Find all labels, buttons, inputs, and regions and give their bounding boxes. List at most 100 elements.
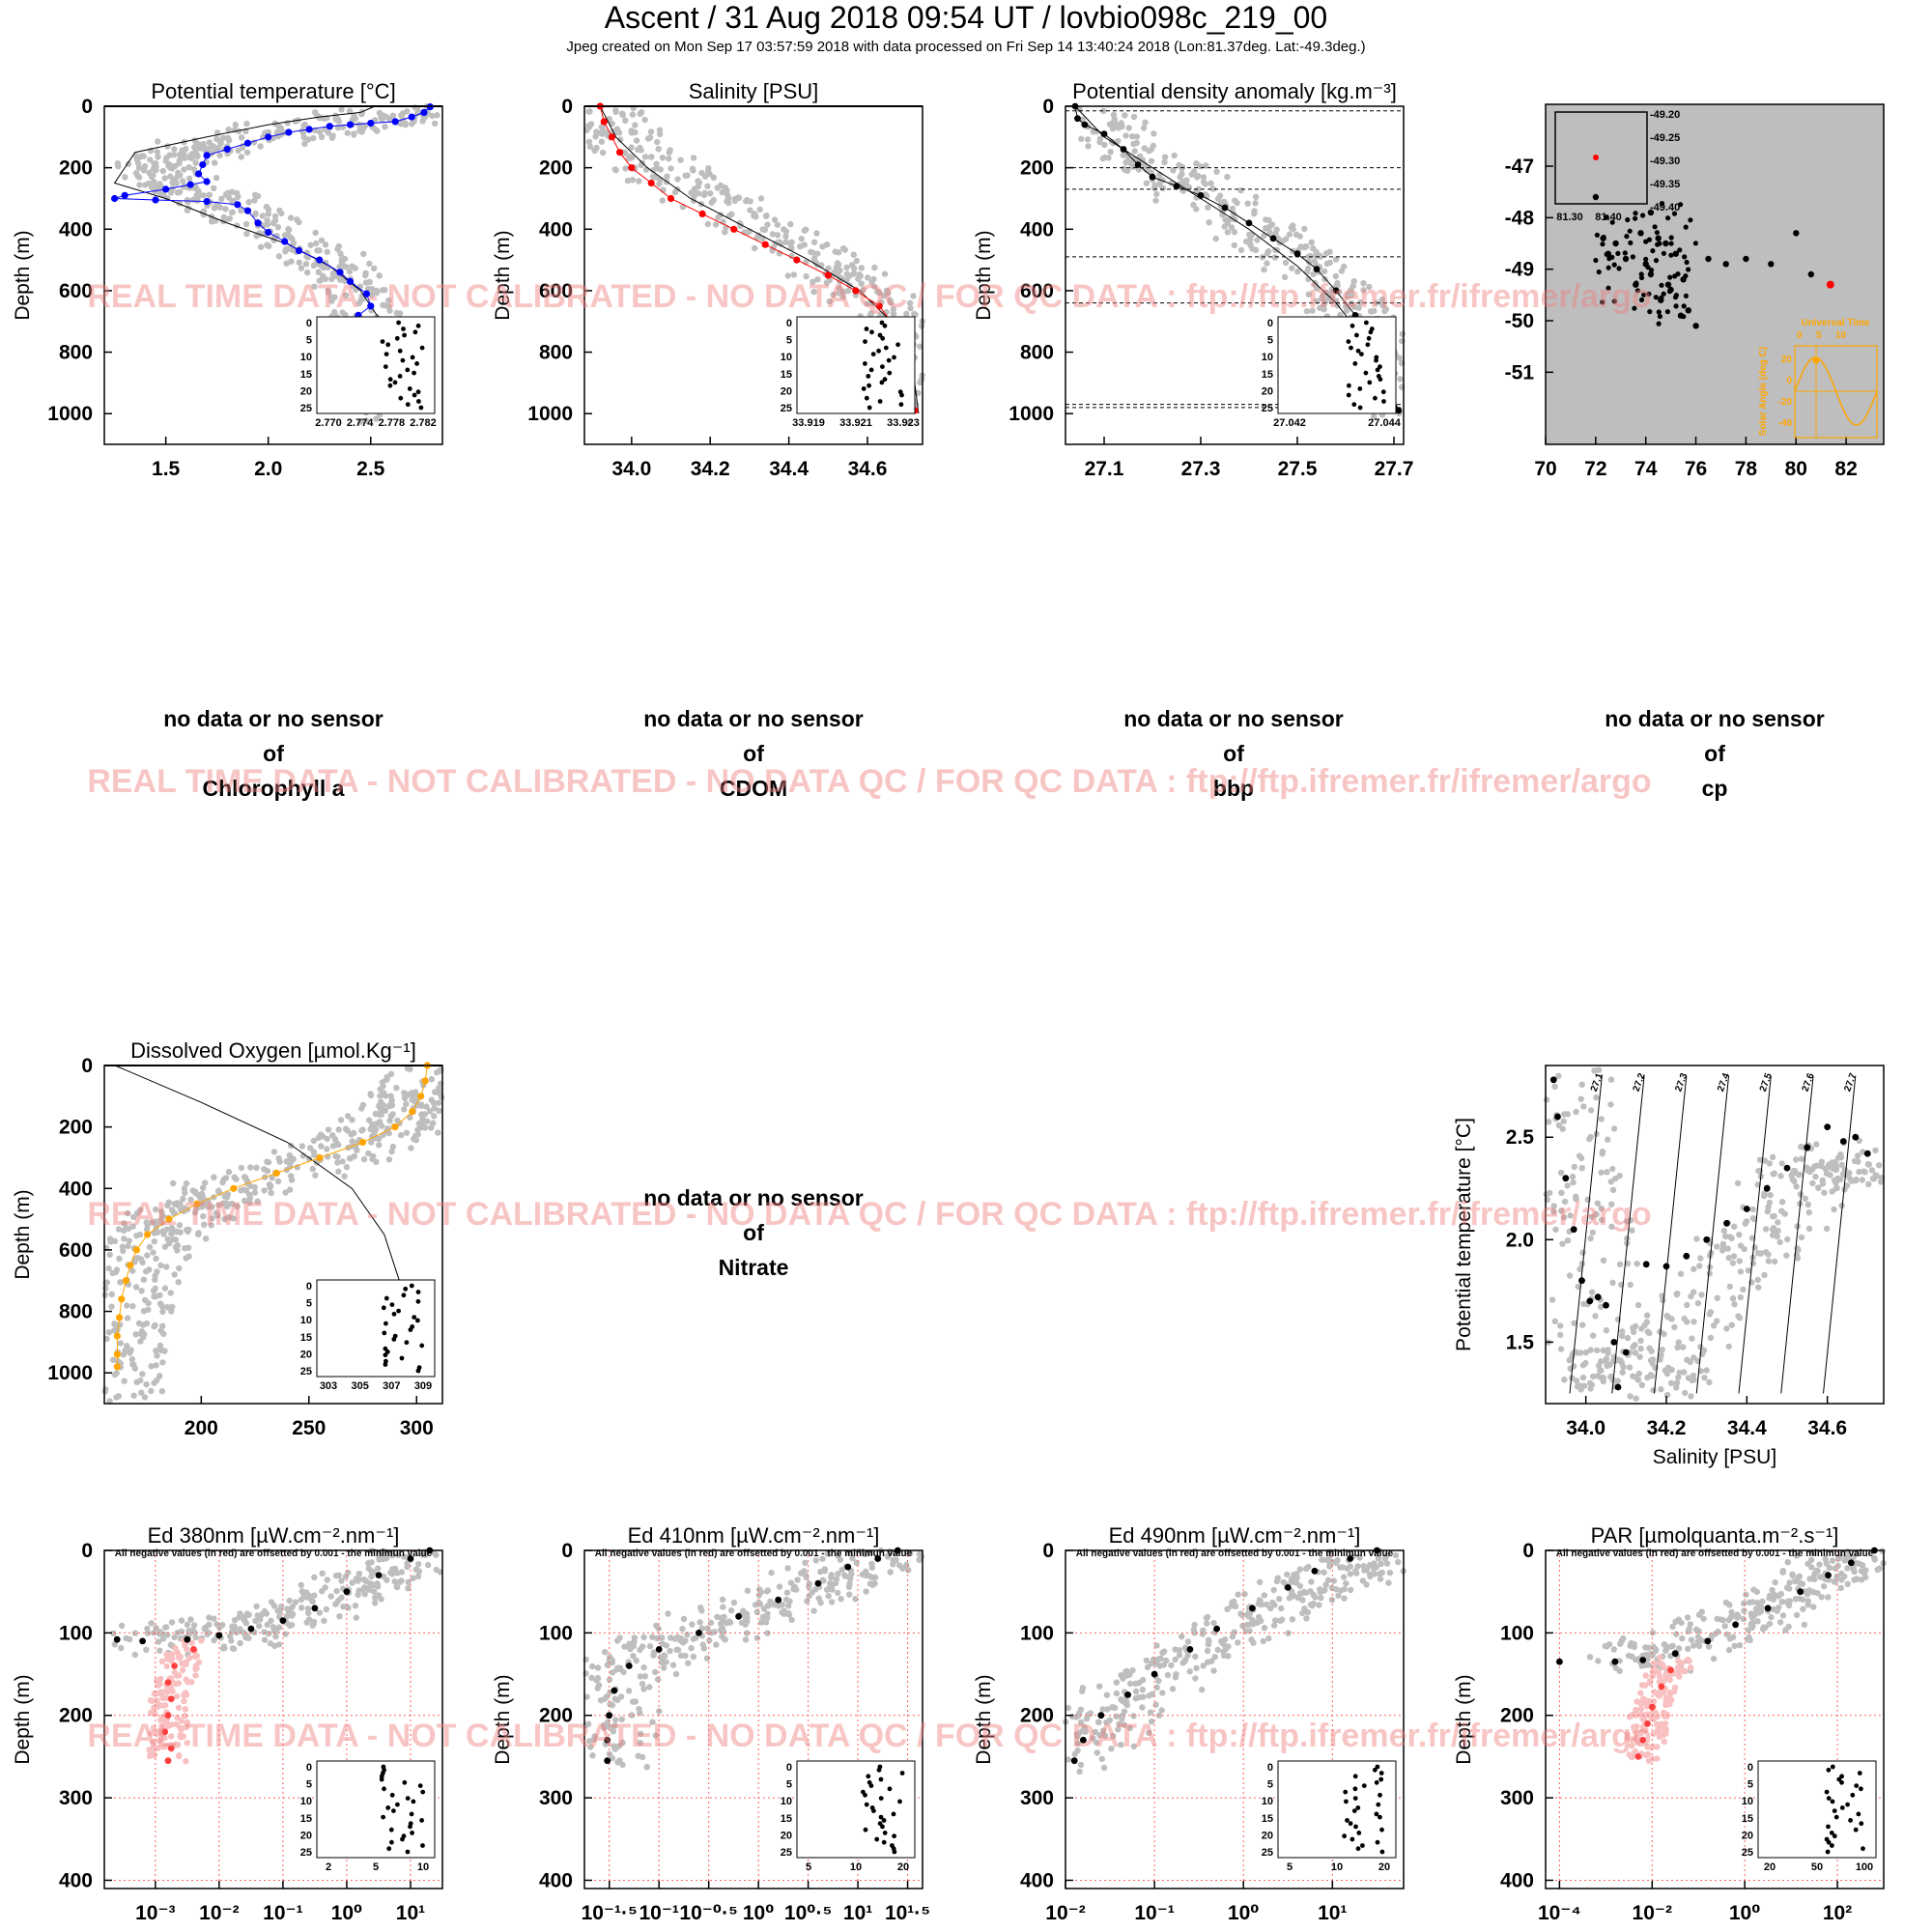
cloud-point [388,1148,395,1155]
cloud-point [344,129,351,136]
cloud-point [119,1243,127,1250]
cloud-point [1347,1586,1354,1594]
cloud-point [1221,223,1228,230]
cloud-point [1122,112,1128,119]
cloud-point [719,1596,726,1604]
cloud-point [318,1143,325,1150]
isopycnal-line [1823,1075,1857,1394]
y-tick-label: 1000 [47,1362,93,1384]
cloud-point [1580,1103,1587,1110]
cloud-point [616,1664,623,1671]
x-tick-label: 10⁻² [1633,1902,1672,1924]
cloud-point [208,1222,214,1229]
cloud-point [661,1664,668,1671]
inset-y-tick: -49.30 [1650,156,1680,167]
inset-point [1373,395,1378,401]
inset-point [1378,1814,1382,1820]
cloud-point [646,1684,653,1690]
cloud-point [1794,1255,1802,1262]
inset-y-tick: 20 [1262,385,1273,397]
cloud-point [1811,1163,1818,1170]
cloud-point [713,1641,720,1648]
cloud-point [318,237,326,244]
cloud-point [1644,1656,1651,1662]
negative-cloud-point [184,1719,190,1726]
cloud-point [1744,1636,1751,1643]
cloud-point [1309,1603,1316,1609]
cloud-point [1675,1374,1682,1381]
cloud-point [168,1225,175,1232]
cloud-point [1271,254,1279,261]
cloud-point [727,1606,735,1614]
cloud-point [1609,1186,1617,1194]
cloud-point [1237,246,1245,254]
cloud-point [1399,330,1406,337]
negative-cloud-point [182,1713,188,1719]
cloud-point [1312,282,1319,289]
cloud-point [125,160,132,167]
cloud-point [1359,1577,1367,1584]
inset-point [1364,320,1369,326]
cloud-point [1797,1191,1804,1198]
inset-x-tick: 5 [373,1861,379,1873]
cloud-point [1158,1707,1165,1714]
cloud-point [184,1621,191,1629]
cloud-point [850,270,857,277]
cloud-point [828,1599,836,1605]
cloud-point [918,1553,925,1560]
cloud-point [191,144,198,151]
inset-y-tick: 10 [300,352,312,363]
float-position [1668,235,1674,241]
cloud-point [1598,1303,1605,1311]
cloud-point [1096,1732,1103,1739]
cloud-point [1557,1169,1565,1177]
inset-point [1353,1824,1358,1830]
cloud-point [135,1320,143,1327]
cloud-point [690,155,697,161]
y-tick-label: 1.5 [1506,1331,1535,1353]
cloud-point [129,1361,136,1368]
cloud-point [1148,1709,1154,1716]
cloud-point [318,133,326,140]
data-point [346,121,355,128]
negative-cloud-point [1637,1711,1645,1719]
inset-y-tick: 25 [781,403,792,414]
cloud-point [1323,260,1331,268]
cloud-point [200,1212,207,1220]
cloud-point [154,149,160,156]
inset-point [384,1350,390,1354]
cloud-point [1714,1243,1720,1250]
x-tick-label: 250 [292,1417,326,1439]
cloud-point [1182,182,1190,188]
inset-frame [796,316,916,414]
inset-point [1839,1805,1845,1810]
cloud-point [722,229,728,236]
cloud-point [586,108,593,115]
cloud-point [1250,1639,1257,1646]
inset-point [1379,1849,1385,1855]
cloud-point [1743,1591,1749,1598]
inset-point [861,386,867,391]
cloud-point [234,189,241,197]
cloud-point [1318,1594,1324,1602]
cloud-point [1131,148,1138,155]
float-position [1655,235,1662,242]
cloud-point [906,299,914,306]
data-point [195,170,203,178]
inset-y-tick: 10 [781,1796,792,1807]
cloud-point [1071,1750,1078,1758]
cloud-point [125,1209,131,1217]
cloud-point [1341,263,1348,270]
inset-y-tick: 25 [300,403,312,414]
float-position [1638,297,1645,302]
cloud-point [784,1565,791,1572]
x-tick-label: 10⁻⁰·⁵ [679,1902,738,1924]
cloud-point [267,1184,273,1191]
cloud-point [1722,1233,1729,1240]
cloud-point [1272,1617,1279,1624]
no-data-line1: no data or no sensor [643,1185,864,1210]
cloud-point [324,1146,330,1152]
cloud-point [609,120,615,128]
cloud-point [1731,1223,1738,1231]
